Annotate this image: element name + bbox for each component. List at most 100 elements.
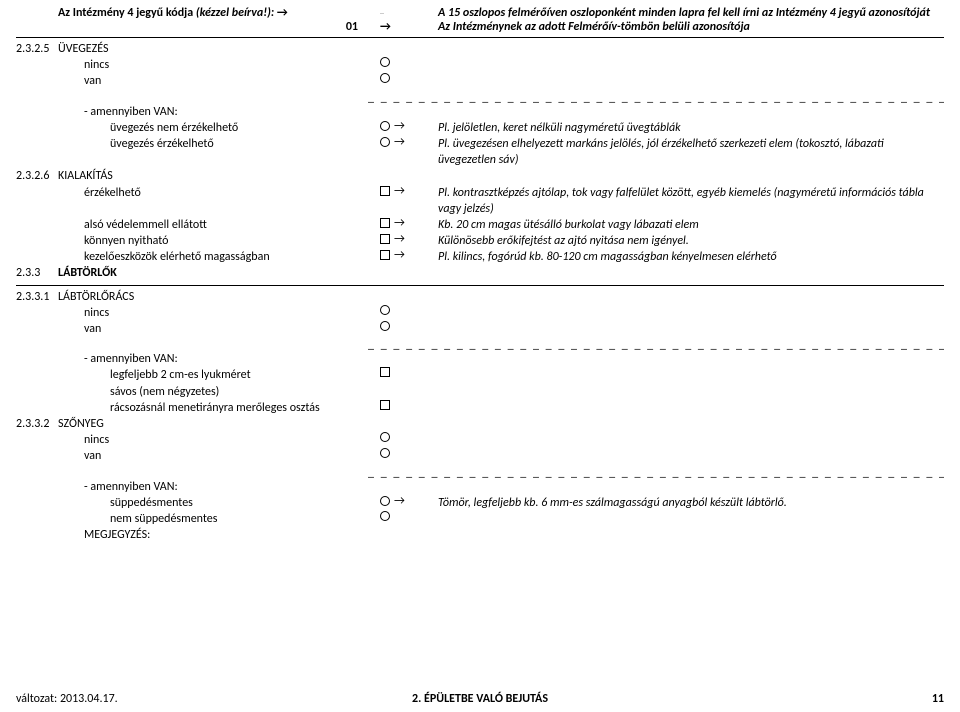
table-row: - amennyiben VAN:	[16, 104, 944, 120]
row-note: Tömör, legfeljebb kb. 6 mm-es szálmagass…	[432, 495, 944, 511]
table-row: alsó védelemmell ellátott→Kb. 20 cm maga…	[16, 217, 944, 233]
radio-icon[interactable]	[380, 321, 390, 331]
table-row: nem süppedésmentes	[16, 511, 944, 527]
table-row: nincs	[16, 57, 944, 73]
row-label: üvegezés érzékelhető	[58, 136, 368, 152]
header-left-1: Az Intézmény 4 jegyű kódja (kézzel beírv…	[58, 6, 368, 20]
row-code: 2.3.2.5	[16, 41, 58, 57]
checkbox-icon[interactable]	[380, 250, 390, 260]
row-mark	[368, 57, 432, 67]
row-label: ÜVEGEZÉS	[58, 41, 368, 57]
header-left2-arrow: →	[380, 21, 391, 33]
header-left1-italic: (kézzel beírva!):	[196, 6, 274, 20]
radio-icon[interactable]	[380, 511, 390, 521]
table-row: legfeljebb 2 cm-es lyukméret	[16, 367, 944, 383]
header-left-2: 01	[58, 20, 368, 34]
arrow-icon: →	[394, 120, 405, 132]
checkbox-icon[interactable]	[380, 234, 390, 244]
row-label: nem süppedésmentes	[58, 511, 368, 527]
checkbox-icon[interactable]	[380, 218, 390, 228]
arrow-icon: →	[394, 233, 405, 245]
row-code: 2.3.3	[16, 265, 58, 281]
row-mark	[368, 305, 432, 315]
table-row: - amennyiben VAN:	[16, 351, 944, 367]
row-note: Különösebb erőkifejtést az ajtó nyitása …	[432, 233, 944, 249]
footer-left: változat: 2013.04.17.	[16, 692, 325, 706]
checkbox-icon[interactable]	[380, 186, 390, 196]
row-label: nincs	[58, 305, 368, 321]
row-label: kezelőeszközök elérhető magasságban	[58, 249, 368, 265]
header-left2-num: 01	[346, 20, 358, 34]
row-mark: →	[368, 120, 432, 132]
arrow-icon: →	[394, 249, 405, 261]
table-row: 2.3.2.6KIALAKÍTÁS	[16, 168, 944, 184]
arrow-icon: →	[394, 495, 405, 507]
dash-separator: _ _ _ _ _ _ _ _ _ _ _ _ _ _ _ _ _ _ _ _ …	[16, 337, 944, 351]
row-mark	[368, 367, 432, 377]
radio-icon[interactable]	[380, 137, 390, 147]
rows-container: 2.3.2.5ÜVEGEZÉSnincsvan_ _ _ _ _ _ _ _ _…	[16, 41, 944, 543]
row-mark: →	[368, 136, 432, 148]
row-mark	[368, 73, 432, 83]
header-left1-prefix: Az Intézmény 4 jegyű kódja	[58, 6, 196, 20]
row-label: LÁBTÖRLŐK	[58, 265, 368, 281]
dash-separator: _ _ _ _ _ _ _ _ _ _ _ _ _ _ _ _ _ _ _ _ …	[16, 465, 944, 479]
row-note: Kb. 20 cm magas ütésálló burkolat vagy l…	[432, 217, 944, 233]
table-row: - amennyiben VAN:	[16, 479, 944, 495]
footer-center: 2. ÉPÜLETBE VALÓ BEJUTÁS	[325, 692, 634, 706]
row-label: - amennyiben VAN:	[58, 351, 368, 367]
header-blanks	[380, 13, 384, 14]
row-mark	[368, 448, 432, 458]
row-mark: →	[368, 217, 432, 229]
table-row: van	[16, 73, 944, 89]
radio-icon[interactable]	[380, 305, 390, 315]
radio-icon[interactable]	[380, 496, 390, 506]
table-row: üvegezés nem érzékelhető→Pl. jelöletlen,…	[16, 120, 944, 136]
header-row-1: Az Intézmény 4 jegyű kódja (kézzel beírv…	[16, 6, 944, 20]
table-row: üvegezés érzékelhető→Pl. üvegezésen elhe…	[16, 136, 944, 168]
row-label: van	[58, 448, 368, 464]
row-label: nincs	[58, 57, 368, 73]
row-label: - amennyiben VAN:	[58, 104, 368, 120]
row-code: 2.3.2.6	[16, 168, 58, 184]
radio-icon[interactable]	[380, 448, 390, 458]
row-mark	[368, 432, 432, 442]
dash-separator: _ _ _ _ _ _ _ _ _ _ _ _ _ _ _ _ _ _ _ _ …	[16, 90, 944, 104]
row-label: LÁBTÖRLŐRÁCS	[58, 289, 368, 305]
table-row: érzékelhető→Pl. kontrasztképzés ajtólap,…	[16, 185, 944, 217]
table-row: MEGJEGYZÉS:	[16, 527, 944, 543]
table-row: süppedésmentes → Tömör, legfeljebb kb. 6 m…	[16, 495, 944, 511]
row-label: alsó védelemmell ellátott	[58, 217, 368, 233]
table-row: 2.3.3LÁBTÖRLŐK	[16, 265, 944, 281]
header-mid-2: →	[368, 20, 432, 34]
checkbox-icon[interactable]	[380, 400, 390, 410]
row-mark	[368, 400, 432, 410]
radio-icon[interactable]	[380, 121, 390, 131]
radio-icon[interactable]	[380, 57, 390, 67]
table-row: kezelőeszközök elérhető magasságban→Pl. …	[16, 249, 944, 265]
radio-icon[interactable]	[380, 432, 390, 442]
row-label: legfeljebb 2 cm-es lyukméret	[58, 367, 368, 383]
radio-icon[interactable]	[380, 73, 390, 83]
arrow-icon: →	[394, 136, 405, 148]
table-row: rácsozásnál menetirányra merőleges osztá…	[16, 400, 944, 416]
row-label: könnyen nyitható	[58, 233, 368, 249]
table-row: könnyen nyitható → Különösebb erőkifejtést…	[16, 233, 944, 249]
checkbox-icon[interactable]	[380, 367, 390, 377]
header-right-1: A 15 oszlopos felmérőíven oszloponként m…	[432, 6, 944, 20]
header-right-2: Az Intézménynek az adott Felmérőív-tömbö…	[432, 20, 944, 34]
table-row: 2.3.3.2SZŐNYEG	[16, 416, 944, 432]
row-note: Pl. kontrasztképzés ajtólap, tok vagy fa…	[432, 185, 944, 217]
row-code: 2.3.3.2	[16, 416, 58, 432]
row-mark: →	[368, 185, 432, 197]
row-label: süppedésmentes	[58, 495, 368, 511]
table-row: 2.3.2.5ÜVEGEZÉS	[16, 41, 944, 57]
row-label: rácsozásnál menetirányra merőleges osztá…	[58, 400, 368, 416]
row-mark: →	[368, 249, 432, 261]
arrow-icon: →	[394, 185, 405, 197]
table-row: 2.3.3.1LÁBTÖRLŐRÁCS	[16, 289, 944, 305]
section-rule	[16, 285, 944, 286]
header-row-2: 01 → Az Intézménynek az adott Felmérőív-…	[16, 20, 944, 34]
row-code: 2.3.3.1	[16, 289, 58, 305]
row-mark: →	[368, 495, 432, 507]
